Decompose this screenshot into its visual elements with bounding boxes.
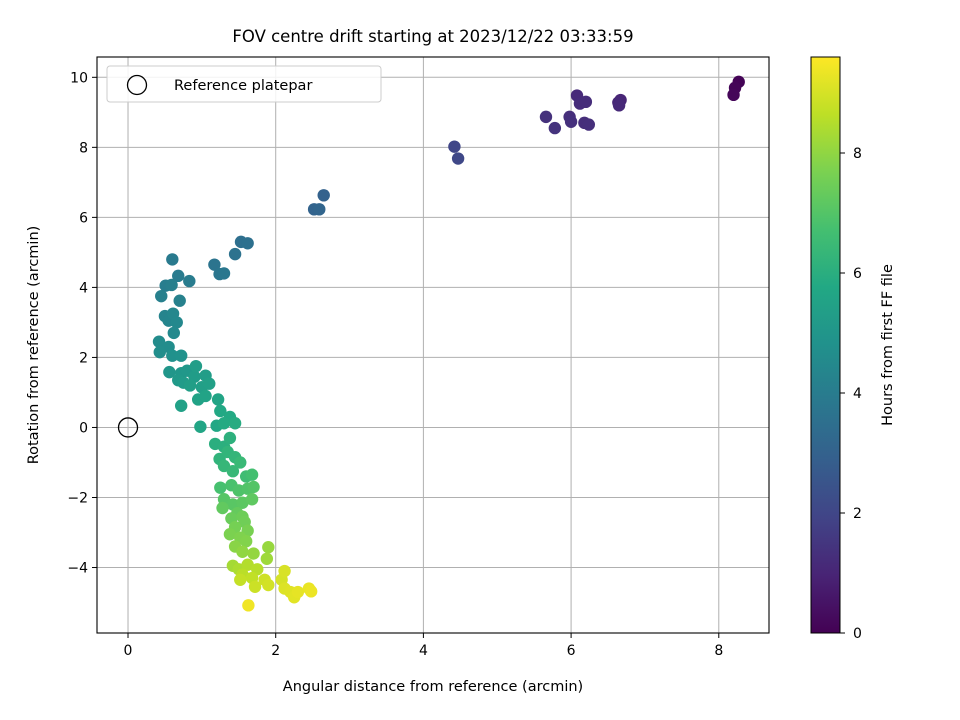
y-tick-label: −4: [67, 561, 88, 577]
data-point: [183, 274, 196, 288]
data-point: [245, 493, 259, 506]
data-point: [166, 349, 179, 362]
plot-frame: [96, 56, 770, 634]
data-point: [241, 558, 254, 571]
x-tick-label: 2: [271, 643, 280, 659]
colorbar-ticks: 0 2 4 6 8: [840, 146, 862, 642]
legend: Reference platepar: [106, 65, 382, 103]
data-point: [167, 326, 180, 340]
data-point: [217, 267, 231, 280]
data-point: [226, 465, 240, 478]
data-point: [236, 496, 249, 509]
data-point: [155, 289, 168, 303]
x-axis-label: Angular distance from reference (arcmin): [283, 679, 583, 695]
colorbar-tick-label: 2: [853, 506, 862, 522]
colorbar-tick-label: 4: [853, 386, 862, 402]
x-tick-label: 6: [567, 643, 576, 659]
data-point: [291, 585, 305, 599]
data-point: [236, 545, 249, 558]
reference-point: [117, 417, 139, 438]
scatter-points: [152, 75, 745, 612]
data-point: [189, 359, 203, 373]
data-point: [262, 578, 275, 592]
x-tick-label: 0: [124, 643, 133, 659]
y-axis-ticks: −4 −2 0 2 4 6 8 10: [67, 70, 97, 577]
y-tick-label: 2: [79, 350, 88, 366]
data-point: [727, 88, 740, 102]
reference-marker: [117, 417, 139, 438]
data-point: [278, 564, 291, 578]
data-point: [612, 99, 626, 112]
data-point: [216, 501, 229, 515]
data-point: [548, 121, 562, 135]
y-tick-label: 10: [70, 70, 88, 86]
data-point: [304, 585, 318, 598]
data-point: [208, 258, 221, 271]
data-point: [579, 95, 593, 109]
chart-title: FOV centre drift starting at 2023/12/22 …: [232, 27, 633, 46]
data-point: [242, 599, 255, 612]
legend-label-reference: Reference platepar: [174, 78, 312, 94]
data-point: [170, 316, 183, 329]
data-point: [228, 247, 242, 261]
data-point: [172, 269, 185, 283]
data-point: [247, 547, 260, 560]
data-point: [203, 377, 216, 390]
legend-box: [106, 65, 382, 103]
data-point: [451, 152, 465, 165]
data-point: [239, 535, 253, 548]
data-point: [166, 253, 179, 266]
data-point: [448, 140, 461, 153]
data-point: [223, 431, 237, 445]
data-point: [234, 573, 247, 586]
data-point: [241, 237, 254, 250]
x-tick-label: 8: [714, 643, 723, 659]
data-point: [165, 278, 178, 292]
data-point: [260, 552, 274, 565]
x-axis-ticks: 0 2 4 6 8: [124, 633, 723, 659]
legend-marker-reference: [126, 74, 148, 96]
x-tick-label: 4: [419, 643, 428, 659]
data-point: [247, 480, 260, 494]
data-point: [582, 118, 596, 131]
y-tick-label: 6: [79, 210, 88, 226]
colorbar-tick-label: 8: [853, 146, 862, 162]
data-point: [217, 417, 231, 430]
data-point: [317, 189, 330, 202]
data-point: [214, 481, 227, 494]
data-point: [211, 393, 225, 406]
grid-lines: [97, 57, 769, 633]
data-point: [228, 417, 242, 430]
colorbar-tick-label: 6: [853, 266, 862, 282]
data-point: [564, 115, 578, 128]
y-tick-label: −2: [67, 490, 88, 506]
data-point: [223, 528, 237, 541]
data-point: [214, 404, 227, 418]
y-tick-label: 4: [79, 280, 88, 296]
data-point: [183, 379, 197, 392]
colorbar-label: Hours from first FF file: [880, 264, 896, 426]
colorbar: [810, 56, 841, 634]
data-point: [173, 294, 186, 307]
y-tick-label: 0: [79, 420, 88, 436]
data-point: [194, 420, 207, 433]
data-point: [245, 468, 259, 481]
data-point: [153, 345, 166, 359]
data-point: [152, 335, 166, 348]
data-point: [199, 389, 212, 403]
data-point: [174, 349, 188, 362]
data-point: [313, 203, 326, 216]
colorbar-tick-label: 0: [853, 626, 862, 642]
data-point: [539, 110, 553, 124]
data-point: [248, 580, 262, 593]
data-point: [234, 456, 247, 469]
data-point: [163, 365, 176, 379]
y-axis-label: Rotation from reference (arcmin): [26, 226, 42, 465]
data-point: [262, 541, 275, 554]
data-point: [174, 399, 188, 412]
y-tick-label: 8: [79, 140, 88, 156]
